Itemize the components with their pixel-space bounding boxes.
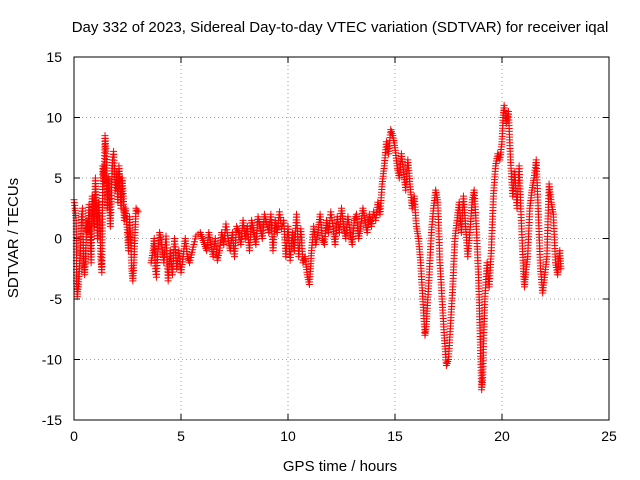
y-tick-label: 15 <box>46 49 62 65</box>
tick-labels: 0 5 10 15 20 25 -15 -10 -5 0 5 10 15 <box>42 49 617 444</box>
data-point <box>132 204 140 212</box>
x-tick-label: 0 <box>70 428 78 444</box>
y-tick-label: 5 <box>54 170 62 186</box>
data-point <box>134 208 142 216</box>
y-tick-label: 10 <box>46 110 62 126</box>
x-tick-label: 5 <box>177 428 185 444</box>
chart-title: Day 332 of 2023, Sidereal Day-to-day VTE… <box>72 19 609 36</box>
y-tick-label: -5 <box>50 291 63 307</box>
x-tick-label: 15 <box>387 428 403 444</box>
x-tick-label: 20 <box>494 428 510 444</box>
y-tick-label: -15 <box>42 412 62 428</box>
data-point <box>133 206 141 214</box>
y-tick-label: -10 <box>42 352 62 368</box>
x-tick-label: 25 <box>601 428 617 444</box>
x-tick-label: 10 <box>280 428 296 444</box>
data-point <box>557 265 565 273</box>
data-points <box>70 101 565 394</box>
x-axis-label: GPS time / hours <box>283 458 397 475</box>
y-axis-label: SDTVAR / TECUs <box>5 178 22 298</box>
plot-frame <box>73 56 610 421</box>
y-tick-label: 0 <box>54 231 62 247</box>
